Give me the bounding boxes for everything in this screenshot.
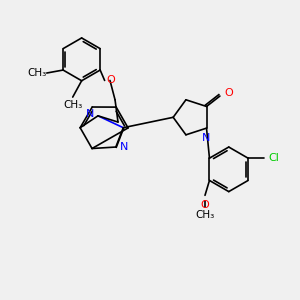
Text: CH₃: CH₃ bbox=[195, 210, 214, 220]
Text: N: N bbox=[86, 109, 94, 119]
Text: CH₃: CH₃ bbox=[63, 100, 82, 110]
Text: N: N bbox=[119, 142, 128, 152]
Text: O: O bbox=[224, 88, 233, 98]
Text: N: N bbox=[202, 133, 211, 142]
Text: O: O bbox=[106, 76, 115, 85]
Text: Cl: Cl bbox=[268, 153, 279, 163]
Text: CH₃: CH₃ bbox=[27, 68, 46, 78]
Text: O: O bbox=[201, 200, 209, 210]
